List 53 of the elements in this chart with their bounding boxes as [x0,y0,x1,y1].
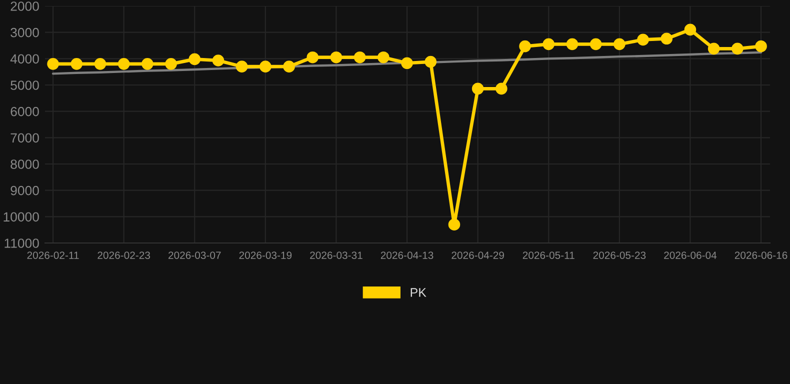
y-tick-label: 5000 [10,80,39,90]
point [236,60,248,72]
point [424,56,437,68]
point [212,54,224,66]
point [283,60,295,72]
point [378,51,390,64]
y-tick-label: 11000 [4,238,39,248]
x-tick-label: 2026-04-29 [452,252,504,259]
y-tick-label: 9000 [10,186,39,196]
point [566,38,578,50]
point [637,34,649,46]
point [448,218,460,230]
y-tick-label: 6000 [10,106,39,116]
legend-label: PK [410,288,426,297]
point [260,60,272,72]
point [732,42,744,55]
x-tick-label: 2026-05-11 [522,252,574,259]
x-tick-label: 2026-04-13 [380,252,434,259]
point [755,40,767,52]
point [354,51,366,64]
x-tick-label: 2026-05-23 [593,252,646,259]
point [401,57,413,70]
point [684,24,696,36]
point [94,58,106,70]
point [70,58,83,70]
point [708,42,720,55]
point [590,38,602,50]
x-tick-label: 2026-03-07 [168,252,221,259]
y-tick-label: 10000 [4,212,39,222]
x-tick-label: 2026-06-16 [734,252,788,259]
point [660,32,673,45]
point [47,58,59,70]
x-tick-label: 2026-02-23 [98,252,150,259]
y-tick-label: 3000 [10,28,39,38]
point [519,40,531,52]
y-tick-label: 8000 [10,160,39,169]
x-tick-label: 2026-03-19 [239,252,292,259]
point [306,51,319,64]
y-tick-label: 2000 [10,2,39,11]
x-tick-label: 2026-06-04 [664,252,717,259]
x-tick-label: 2026-02-11 [27,252,79,259]
x-tick-label: 2026-03-31 [310,252,362,259]
point [614,38,626,50]
point [330,51,342,64]
point [496,82,508,95]
y-tick-label: 7000 [10,133,39,143]
point [542,38,555,50]
point [142,58,154,70]
point [165,58,177,70]
point [472,82,484,95]
point [118,58,130,70]
y-tick-label: 4000 [10,54,39,64]
point [188,53,201,66]
